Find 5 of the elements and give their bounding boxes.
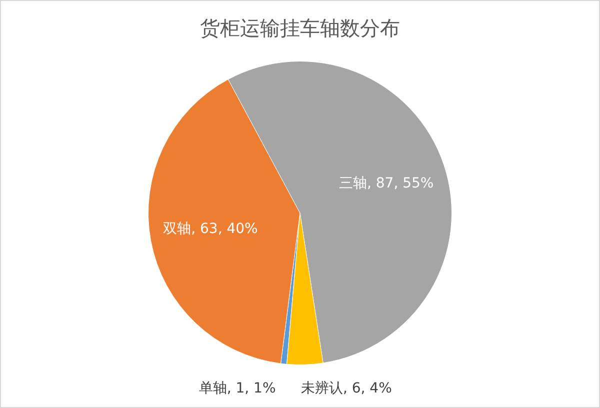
slice-label: 未辨认, 6, 4%	[300, 380, 392, 396]
chart-title: 货柜运输挂车轴数分布	[199, 15, 401, 42]
slice-label: 双轴, 63, 40%	[163, 221, 258, 238]
slice-label: 三轴, 87, 55%	[338, 176, 434, 192]
slice-label: 单轴, 1, 1%	[198, 380, 276, 396]
